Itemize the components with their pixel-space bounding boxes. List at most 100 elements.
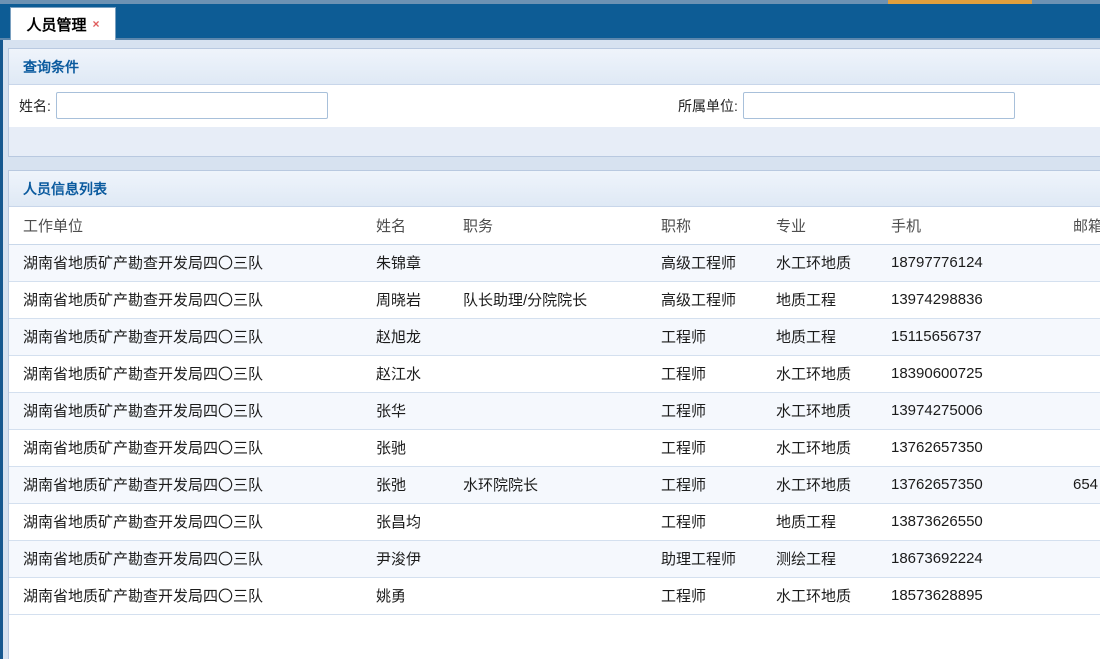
list-panel-title: 人员信息列表: [9, 171, 1100, 207]
cell-phone: 13762657350: [891, 429, 1073, 467]
cell-phone: 13873626550: [891, 503, 1073, 541]
cell-title: 工程师: [661, 355, 776, 393]
cell-phone: 13762657350: [891, 466, 1073, 504]
column-header-name: 姓名: [376, 207, 463, 245]
cell-position: [463, 318, 661, 356]
tab-bar: 人员管理 ×: [0, 4, 1100, 40]
top-scroll-strip[interactable]: [0, 0, 1100, 4]
table-row: 湖南省地质矿产勘查开发局四〇三队 赵旭龙 工程师 地质工程 1511565673…: [9, 318, 1100, 356]
cell-email: [1073, 577, 1100, 615]
cell-position: [463, 577, 661, 615]
tab-label: 人员管理: [26, 16, 87, 34]
cell-email: [1073, 429, 1100, 467]
name-field-label: 姓名:: [19, 97, 51, 114]
table-header-row: 工作单位 姓名 职务 职称 专业 手机 邮箱: [9, 207, 1100, 245]
cell-name: 赵旭龙: [376, 318, 463, 356]
column-header-phone: 手机: [891, 207, 1073, 245]
cell-name: 张昌均: [376, 503, 463, 541]
cell-email: [1073, 244, 1100, 282]
query-panel-footer: [9, 127, 1100, 156]
table-row: 湖南省地质矿产勘查开发局四〇三队 张弛 水环院院长 工程师 水工环地质 1376…: [9, 466, 1100, 504]
cell-phone: 15115656737: [891, 318, 1073, 356]
tab-personnel-management[interactable]: 人员管理 ×: [10, 7, 116, 40]
cell-unit: 湖南省地质矿产勘查开发局四〇三队: [9, 355, 376, 393]
tab-close-icon[interactable]: ×: [92, 17, 100, 31]
cell-unit: 湖南省地质矿产勘查开发局四〇三队: [9, 244, 376, 282]
cell-position: [463, 244, 661, 282]
cell-email: [1073, 540, 1100, 578]
table-row: 湖南省地质矿产勘查开发局四〇三队 张昌均 工程师 地质工程 1387362655…: [9, 503, 1100, 541]
name-input[interactable]: [55, 92, 328, 119]
query-panel: 查询条件 姓名: 所属单位:: [8, 48, 1100, 157]
table-row: 湖南省地质矿产勘查开发局四〇三队 朱锦章 高级工程师 水工环地质 1879777…: [9, 244, 1100, 282]
column-header-major: 专业: [776, 207, 891, 245]
cell-unit: 湖南省地质矿产勘查开发局四〇三队: [9, 318, 376, 356]
cell-title: 工程师: [661, 577, 776, 615]
table-row: 湖南省地质矿产勘查开发局四〇三队 张华 工程师 水工环地质 1397427500…: [9, 392, 1100, 430]
cell-title: 助理工程师: [661, 540, 776, 578]
column-header-email: 邮箱: [1073, 207, 1100, 245]
unit-input[interactable]: [742, 92, 1015, 119]
cell-email: [1073, 392, 1100, 430]
cell-title: 工程师: [661, 466, 776, 504]
cell-unit: 湖南省地质矿产勘查开发局四〇三队: [9, 392, 376, 430]
cell-title: 高级工程师: [661, 281, 776, 319]
cell-unit: 湖南省地质矿产勘查开发局四〇三队: [9, 429, 376, 467]
table-row: 湖南省地质矿产勘查开发局四〇三队 张驰 工程师 水工环地质 1376265735…: [9, 429, 1100, 467]
cell-major: 地质工程: [776, 318, 891, 356]
cell-unit: 湖南省地质矿产勘查开发局四〇三队: [9, 540, 376, 578]
cell-email: 654: [1073, 466, 1100, 504]
unit-field: 所属单位:: [678, 92, 1015, 119]
cell-email: [1073, 281, 1100, 319]
cell-name: 周晓岩: [376, 281, 463, 319]
list-panel: 人员信息列表 工作单位 姓名 职务 职称 专业 手机 邮箱 湖南省地质矿产勘查开…: [8, 170, 1100, 659]
cell-name: 朱锦章: [376, 244, 463, 282]
table-body: 湖南省地质矿产勘查开发局四〇三队 朱锦章 高级工程师 水工环地质 1879777…: [9, 244, 1100, 615]
cell-phone: 13974275006: [891, 392, 1073, 430]
unit-field-label: 所属单位:: [678, 97, 738, 114]
cell-position: [463, 540, 661, 578]
left-edge-border: [0, 40, 3, 659]
cell-position: [463, 429, 661, 467]
cell-phone: 18673692224: [891, 540, 1073, 578]
cell-position: [463, 355, 661, 393]
column-header-position: 职务: [463, 207, 661, 245]
cell-name: 赵江水: [376, 355, 463, 393]
cell-major: 地质工程: [776, 503, 891, 541]
cell-unit: 湖南省地质矿产勘查开发局四〇三队: [9, 466, 376, 504]
cell-title: 高级工程师: [661, 244, 776, 282]
cell-email: [1073, 355, 1100, 393]
cell-title: 工程师: [661, 318, 776, 356]
cell-phone: 18573628895: [891, 577, 1073, 615]
cell-name: 姚勇: [376, 577, 463, 615]
cell-email: [1073, 503, 1100, 541]
cell-name: 张驰: [376, 429, 463, 467]
cell-email: [1073, 318, 1100, 356]
cell-title: 工程师: [661, 392, 776, 430]
cell-major: 地质工程: [776, 281, 891, 319]
cell-phone: 13974298836: [891, 281, 1073, 319]
column-header-title: 职称: [661, 207, 776, 245]
table-row: 湖南省地质矿产勘查开发局四〇三队 尹浚伊 助理工程师 测绘工程 18673692…: [9, 540, 1100, 578]
cell-position: 水环院院长: [463, 466, 661, 504]
table-row: 湖南省地质矿产勘查开发局四〇三队 周晓岩 队长助理/分院院长 高级工程师 地质工…: [9, 281, 1100, 319]
table-row: 湖南省地质矿产勘查开发局四〇三队 姚勇 工程师 水工环地质 1857362889…: [9, 577, 1100, 615]
cell-name: 张弛: [376, 466, 463, 504]
cell-phone: 18390600725: [891, 355, 1073, 393]
cell-major: 水工环地质: [776, 429, 891, 467]
query-form: 姓名: 所属单位:: [9, 85, 1100, 127]
cell-name: 张华: [376, 392, 463, 430]
cell-major: 水工环地质: [776, 466, 891, 504]
name-field: 姓名:: [19, 92, 328, 119]
cell-name: 尹浚伊: [376, 540, 463, 578]
cell-unit: 湖南省地质矿产勘查开发局四〇三队: [9, 577, 376, 615]
personnel-table: 工作单位 姓名 职务 职称 专业 手机 邮箱 湖南省地质矿产勘查开发局四〇三队 …: [9, 207, 1100, 615]
cell-phone: 18797776124: [891, 244, 1073, 282]
cell-unit: 湖南省地质矿产勘查开发局四〇三队: [9, 503, 376, 541]
cell-title: 工程师: [661, 429, 776, 467]
cell-major: 水工环地质: [776, 244, 891, 282]
scroll-indicator[interactable]: [888, 0, 1032, 4]
cell-major: 水工环地质: [776, 355, 891, 393]
cell-title: 工程师: [661, 503, 776, 541]
column-header-unit: 工作单位: [9, 207, 376, 245]
